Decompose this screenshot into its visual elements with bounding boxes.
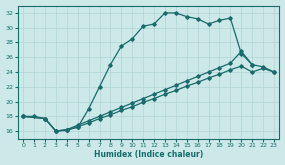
X-axis label: Humidex (Indice chaleur): Humidex (Indice chaleur) <box>94 150 203 159</box>
